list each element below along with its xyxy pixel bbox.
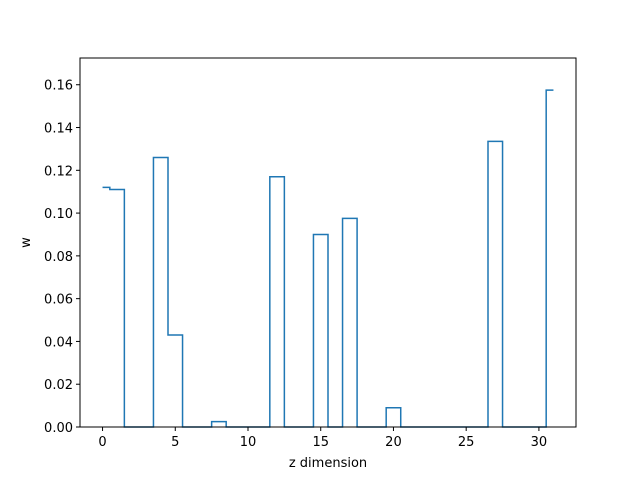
y-tick-label: 0.08 [44, 250, 73, 265]
x-tick-label: 25 [458, 435, 475, 450]
y-axis-label: w [19, 237, 34, 248]
x-tick-label: 20 [385, 435, 402, 450]
x-tick-label: 5 [171, 435, 179, 450]
y-tick-label: 0.16 [44, 79, 73, 94]
axes: 0 5 10 15 20 25 30 0.00 0.02 0.04 0.06 0.08 0.10 0.12… [44, 57, 577, 450]
x-tick-label: 15 [312, 435, 329, 450]
y-tick-label: 0.06 [44, 293, 73, 308]
y-tick-label: 0.12 [44, 164, 73, 179]
y-tick-label: 0.02 [44, 378, 73, 393]
x-tick-label: 30 [531, 435, 548, 450]
y-tick-label: 0.14 [44, 122, 73, 137]
y-tick-label: 0.10 [44, 207, 73, 222]
x-axis-label: z dimension [289, 456, 367, 471]
y-tick-label: 0.00 [44, 421, 73, 436]
x-tick-label: 10 [240, 435, 257, 450]
axes-frame [79, 57, 577, 428]
y-tick-label: 0.04 [44, 335, 73, 350]
x-tick-label: 0 [98, 435, 106, 450]
